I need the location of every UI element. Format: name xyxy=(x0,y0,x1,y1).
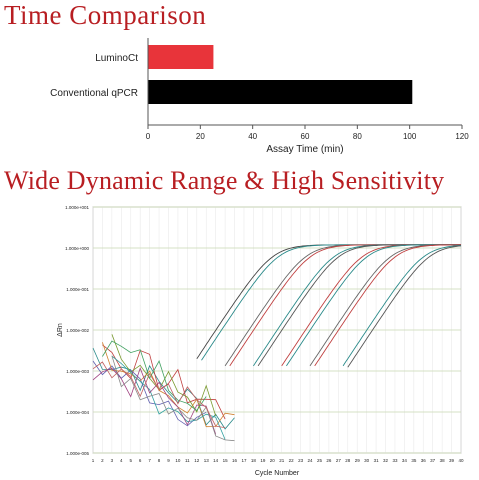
x-tick-label: 27 xyxy=(336,458,342,463)
x-tick-label: 12 xyxy=(194,458,200,463)
x-tick-label: 0 xyxy=(146,132,151,141)
amplification-curve xyxy=(347,245,462,368)
x-tick-label: 33 xyxy=(392,458,398,463)
baseline-noise-trace xyxy=(92,367,217,435)
x-tick-label: 31 xyxy=(374,458,380,463)
x-tick-label: 10 xyxy=(175,458,181,463)
x-tick-label: 20 xyxy=(196,132,205,141)
x-tick-label: 13 xyxy=(204,458,210,463)
x-tick-label: 20 xyxy=(270,458,276,463)
y-tick-label: 1.000e+000 xyxy=(65,246,89,251)
x-tick-label: 8 xyxy=(158,458,161,463)
x-axis-title: Assay Time (min) xyxy=(266,144,343,155)
x-tick-label: 2 xyxy=(101,458,104,463)
x-tick-label: 30 xyxy=(364,458,370,463)
x-tick-label: 40 xyxy=(248,132,257,141)
y-tick-label: 1.000e-004 xyxy=(66,410,89,415)
y-tick-label: 1.000e+001 xyxy=(65,205,89,210)
x-tick-label: 1 xyxy=(92,458,95,463)
x-tick-label: 5 xyxy=(129,458,132,463)
x-tick-label: 80 xyxy=(353,132,362,141)
x-tick-label: 29 xyxy=(355,458,361,463)
baseline-noise-trace xyxy=(92,361,226,428)
x-tick-label: 16 xyxy=(232,458,238,463)
x-tick-label: 26 xyxy=(326,458,332,463)
x-tick-label: 15 xyxy=(223,458,229,463)
x-tick-label: 17 xyxy=(241,458,247,463)
x-tick-label: 37 xyxy=(430,458,436,463)
category-label: Conventional qPCR xyxy=(50,88,138,99)
x-tick-label: 34 xyxy=(402,458,408,463)
x-tick-label: 36 xyxy=(421,458,427,463)
x-tick-label: 19 xyxy=(260,458,266,463)
x-tick-label: 14 xyxy=(213,458,219,463)
x-tick-label: 120 xyxy=(455,132,469,141)
x-tick-label: 11 xyxy=(185,458,190,463)
x-tick-label: 38 xyxy=(440,458,446,463)
x-tick-label: 24 xyxy=(308,458,314,463)
x-tick-label: 40 xyxy=(458,458,464,463)
baseline-noise-trace xyxy=(111,355,226,440)
x-tick-label: 21 xyxy=(279,458,285,463)
baseline-noise-trace xyxy=(92,360,207,427)
x-tick-label: 35 xyxy=(411,458,417,463)
x-tick-label: 100 xyxy=(403,132,417,141)
baseline-noise-trace xyxy=(111,355,235,442)
assay-time-bar-chart: LuminoCt Conventional qPCR 0 20 40 60 80 100 120… xyxy=(50,38,469,155)
bar-luminoct xyxy=(148,45,214,69)
baseline-noise-trace xyxy=(102,340,207,412)
y-tick-label: 1.000e-002 xyxy=(66,328,89,333)
x-tick-label: 60 xyxy=(301,132,310,141)
y-tick-label: 1.000e-003 xyxy=(66,369,89,374)
y-tick-label: 1.000e-001 xyxy=(66,287,89,292)
x-tick-label: 32 xyxy=(383,458,389,463)
x-tick-label: 6 xyxy=(139,458,142,463)
x-tick-label: 39 xyxy=(449,458,455,463)
x-axis-title: Cycle Number xyxy=(255,470,300,477)
amplification-curve xyxy=(342,245,462,367)
x-tick-label: 22 xyxy=(289,458,295,463)
time-comparison-heading: Time Comparison xyxy=(4,0,207,30)
bar-conventional-qpcr xyxy=(148,80,413,104)
x-tick-label: 4 xyxy=(120,458,123,463)
amplification-curve xyxy=(314,244,461,367)
y-tick-label: 1.000e-005 xyxy=(66,451,89,456)
x-tick-label: 3 xyxy=(111,458,114,463)
x-tick-label: 25 xyxy=(317,458,323,463)
x-tick-label: 23 xyxy=(298,458,304,463)
dynamic-range-heading: Wide Dynamic Range & High Sensitivity xyxy=(4,166,445,195)
x-tick-label: 7 xyxy=(148,458,151,463)
x-tick-label: 18 xyxy=(251,458,257,463)
x-tick-label: 9 xyxy=(167,458,170,463)
y-axis-title: ΔRn xyxy=(57,323,64,337)
category-label: LuminoCt xyxy=(95,53,138,64)
x-tick-label: 28 xyxy=(345,458,351,463)
